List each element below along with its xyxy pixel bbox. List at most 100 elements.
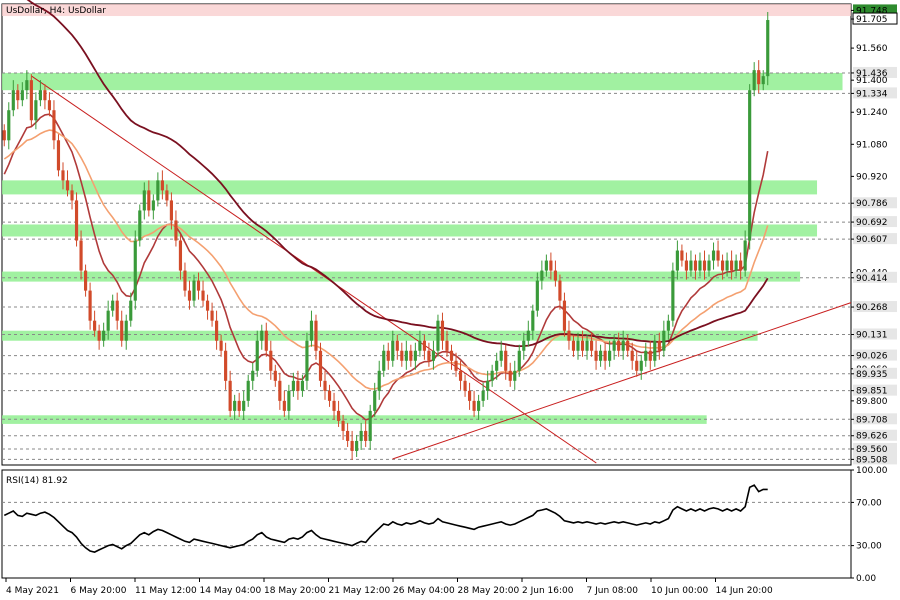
candle-body-77 [350, 440, 354, 451]
candle-body-93 [422, 340, 426, 351]
rsi-tick-label-3: 0.00 [856, 574, 876, 584]
candle-body-83 [377, 370, 381, 391]
candle-body-84 [382, 350, 386, 371]
candle-body-126 [571, 340, 576, 351]
candle-body-34 [156, 180, 160, 201]
candle-body-52 [237, 400, 241, 411]
candle-body-71 [323, 380, 327, 391]
candle-body-79 [359, 430, 363, 441]
candle-body-105 [477, 400, 481, 411]
price-tick-label-16: 90.026 [856, 352, 888, 362]
price-tick-label-20: 89.800 [856, 397, 888, 407]
candle-body-27 [124, 320, 128, 341]
candle-body-97 [440, 320, 445, 341]
candle-body-156 [707, 260, 711, 271]
candle-body-65 [296, 380, 300, 391]
candle-body-87 [395, 340, 399, 351]
candle-body-66 [300, 380, 305, 391]
candle-body-165 [748, 90, 752, 241]
candle-body-35 [160, 180, 164, 191]
candle-body-50 [228, 380, 232, 411]
candle-body-1 [7, 110, 11, 141]
candle-body-11 [52, 110, 56, 141]
candle-body-22 [102, 330, 106, 341]
candle-body-29 [133, 240, 137, 301]
support-resistance-zones [2, 4, 851, 424]
candle-body-116 [526, 330, 530, 341]
price-tick-label-18: 89.935 [856, 370, 888, 380]
candle-body-108 [490, 370, 494, 381]
candle-body-112 [508, 370, 512, 381]
candle-body-18 [83, 270, 88, 291]
candle-body-117 [531, 310, 535, 331]
price-tick-box-9 [853, 197, 897, 209]
price-tick-label-1: 91.705 [856, 15, 888, 25]
candle-body-147 [666, 320, 670, 331]
candle-body-115 [522, 340, 526, 351]
candle-body-100 [454, 360, 458, 371]
candle-body-7 [34, 100, 38, 121]
ma_long-line [26, 0, 769, 348]
candle-body-161 [730, 260, 734, 271]
candle-body-110 [499, 350, 503, 361]
candle-body-96 [436, 320, 440, 351]
candle-body-141 [639, 360, 643, 371]
candle-body-82 [373, 390, 377, 411]
candle-body-80 [364, 430, 368, 441]
candle-body-113 [513, 370, 517, 381]
x-tick-label-2: 11 May 12:00 [135, 586, 197, 596]
candle-body-67 [305, 340, 309, 381]
price-tick-box-24 [853, 453, 897, 465]
moving-averages [3, 0, 769, 421]
candle-body-10 [47, 100, 52, 111]
candle-body-136 [617, 340, 621, 351]
price-tick-label-0: 91.748 [856, 6, 888, 16]
candle-body-144 [653, 340, 657, 361]
rsi-tick-label-1: 70.00 [856, 498, 882, 508]
candle-body-14 [65, 180, 70, 191]
candle-body-3 [16, 90, 20, 101]
candle-body-57 [260, 330, 264, 341]
price-tick-label-3: 91.436 [856, 69, 888, 79]
ma_short-line [3, 113, 769, 421]
candle-body-41 [187, 290, 192, 301]
candle-body-102 [463, 380, 467, 391]
candle-body-132 [599, 350, 603, 361]
candle-body-32 [147, 190, 151, 211]
rsi-line [3, 484, 768, 553]
trendline-0 [31, 75, 597, 464]
price-tick-label-11: 90.607 [856, 235, 888, 245]
candle-body-28 [129, 300, 133, 321]
candle-body-44 [201, 290, 205, 301]
price-tick-box-21 [853, 413, 897, 425]
zone-3 [2, 271, 801, 282]
candle-body-149 [675, 250, 679, 271]
candle-body-142 [644, 350, 648, 361]
candle-body-25 [115, 300, 119, 321]
candle-body-69 [314, 320, 318, 351]
price-tick-label-23: 89.560 [856, 445, 888, 455]
price-tick-label-13: 90.414 [856, 274, 888, 284]
candle-body-101 [458, 370, 463, 381]
candle-body-145 [657, 340, 661, 351]
price-tick-label-19: 89.851 [856, 387, 888, 397]
candle-body-56 [255, 340, 259, 371]
candle-body-118 [535, 280, 539, 311]
rsi-tick-label-2: 30.00 [856, 542, 882, 552]
candle-body-163 [739, 260, 743, 271]
candle-body-19 [88, 290, 92, 321]
candle-body-160 [725, 260, 729, 271]
x-tick-label-7: 28 May 20:00 [458, 586, 520, 596]
zone-6 [2, 4, 851, 17]
x-tick-label-9: 7 Jun 08:00 [587, 586, 639, 596]
candle-body-63 [287, 390, 291, 411]
trendline-1 [392, 302, 852, 460]
price-tick-label-4: 91.400 [856, 76, 888, 86]
candle-body-99 [449, 350, 454, 361]
candle-body-146 [662, 330, 666, 351]
candle-body-128 [580, 340, 585, 351]
price-tick-label-22: 89.626 [856, 432, 888, 442]
x-tick-label-5: 21 May 12:00 [329, 586, 391, 596]
candle-body-159 [720, 260, 725, 271]
